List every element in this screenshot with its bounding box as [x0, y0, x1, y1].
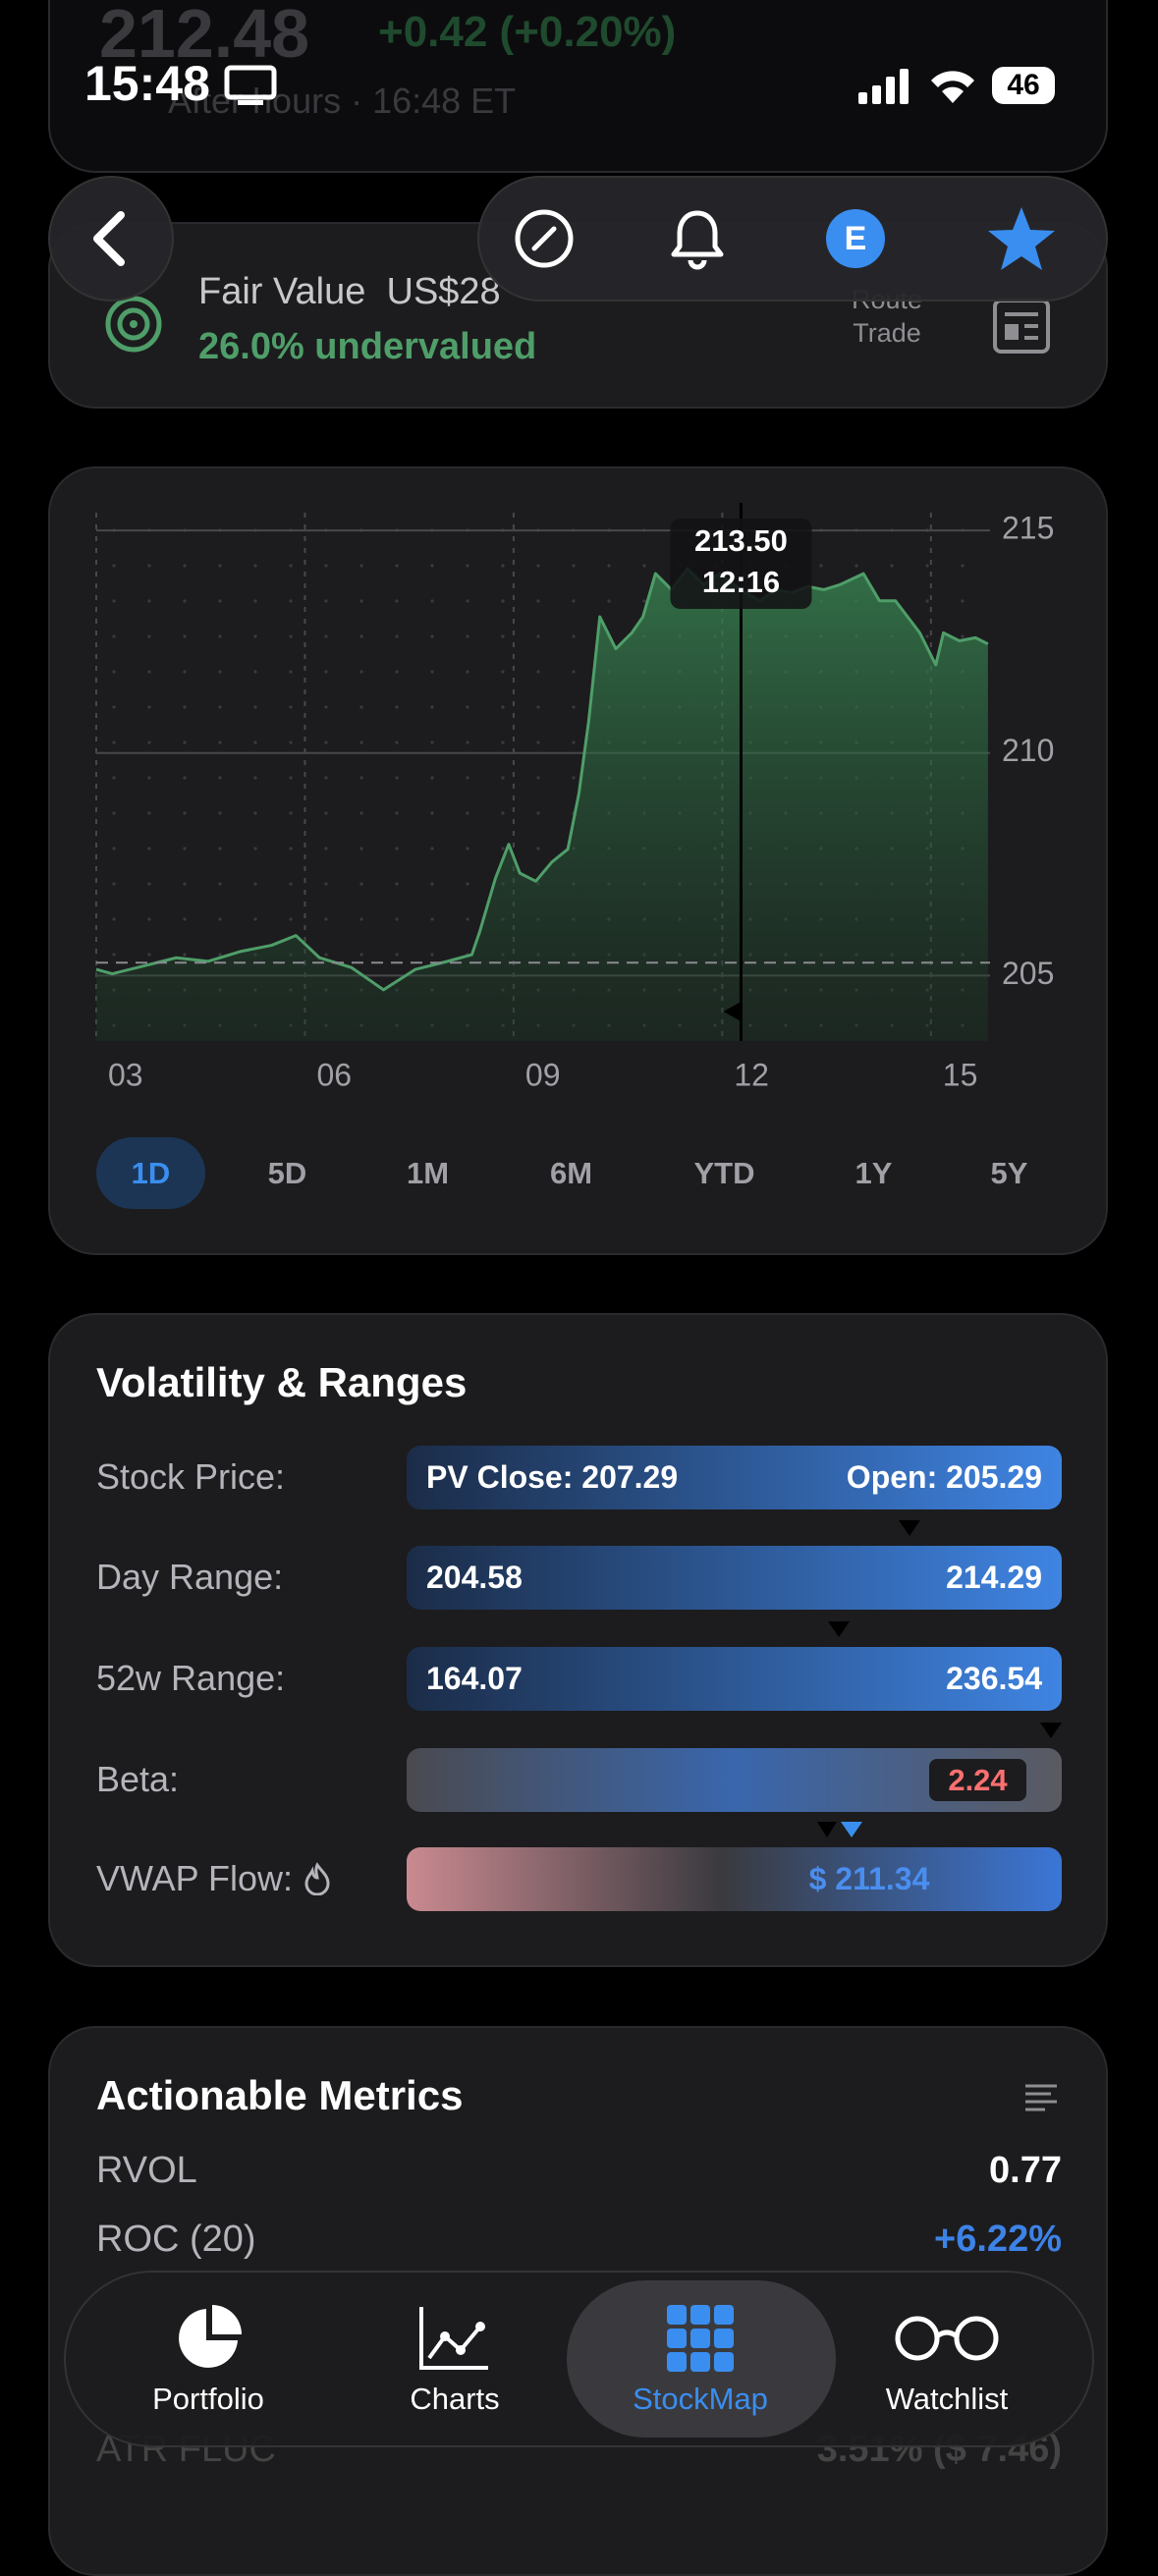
battery: 46: [992, 67, 1055, 104]
tab[interactable]: StockMap: [633, 2382, 768, 2416]
x-tick-label: 09: [525, 1057, 561, 1092]
signal-wifi: [858, 69, 974, 104]
metric-value: 0.77: [989, 2150, 1062, 2191]
label: VWAP Flow:: [96, 1858, 294, 1898]
change: +0.42 (+0.20%): [378, 8, 677, 56]
y-tick-label: 210: [1002, 733, 1054, 768]
label: Fair Value: [198, 271, 366, 312]
star-button[interactable]: [984, 203, 1059, 274]
x-tick-label: 03: [108, 1057, 143, 1092]
vwap-bar: $ 211.34: [407, 1847, 1062, 1911]
y-tick-label: 205: [1002, 956, 1054, 991]
back-button[interactable]: [48, 176, 174, 301]
y-tick-label: 215: [1002, 511, 1054, 546]
section-title: Actionable Metrics: [96, 2072, 464, 2118]
portfolio-icon: [179, 2305, 242, 2368]
tooltip-box: [670, 519, 812, 609]
bar-right: 214.29: [946, 1560, 1042, 1595]
range-button[interactable]: 1D: [96, 1137, 205, 1209]
marker: [1040, 1723, 1062, 1738]
metric-label: RVOL: [96, 2150, 197, 2191]
tab[interactable]: Charts: [410, 2382, 500, 2416]
range-button[interactable]: 6M: [549, 1156, 593, 1190]
x-tick-label: 12: [734, 1057, 769, 1092]
marker: [828, 1621, 850, 1637]
bar-right: 236.54: [946, 1661, 1042, 1696]
metric-value: +6.22%: [934, 2219, 1062, 2260]
screen-icon: [224, 65, 277, 105]
alert-button[interactable]: [666, 207, 729, 270]
fair-value-label: Fair Value US$28: [198, 271, 501, 313]
price: 212.48: [99, 0, 310, 72]
beta-bar: 2.24: [407, 1748, 1062, 1812]
charts-icon: [419, 2307, 488, 2370]
compass-button[interactable]: [513, 207, 576, 270]
menu-icon[interactable]: [1023, 2082, 1059, 2111]
bar-left: PV Close: 207.29: [426, 1459, 679, 1495]
tab[interactable]: Watchlist: [885, 2382, 1009, 2416]
row-label: Stock Price:: [96, 1456, 286, 1497]
flame-icon: [304, 1862, 330, 1896]
price-area: [96, 569, 988, 1041]
bar-left: 164.07: [426, 1661, 523, 1696]
toolbar: E: [477, 176, 1108, 301]
screen: {"status_bar":{"time":"15:48","battery":…: [48, 0, 1108, 2576]
avatar[interactable]: E: [826, 209, 885, 268]
back-icon: [93, 211, 125, 266]
range-button[interactable]: 1Y: [855, 1156, 893, 1190]
tab[interactable]: Portfolio: [152, 2382, 264, 2416]
vwap-value: $ 211.34: [808, 1861, 930, 1896]
range-button[interactable]: YTD: [693, 1156, 755, 1190]
range-bar: PV Close: 207.29 Open: 205.29: [407, 1446, 1062, 1509]
row-label: Beta:: [96, 1759, 180, 1799]
row-label: 52w Range:: [96, 1658, 286, 1698]
row-label: VWAP Flow:: [96, 1854, 332, 1903]
trade: Trade: [853, 318, 921, 348]
tooltip-value: 213.50: [694, 523, 788, 558]
x-tick-label: 06: [316, 1057, 352, 1092]
range-button[interactable]: 1M: [406, 1156, 450, 1190]
range-bar: 204.58 214.29: [407, 1546, 1062, 1610]
marker: [899, 1520, 920, 1536]
row-label: Day Range:: [96, 1557, 284, 1597]
range-bar: 164.07 236.54: [407, 1647, 1062, 1711]
beta-value: 2.24: [929, 1759, 1026, 1801]
fair-value-card[interactable]: Fair Value US$28 26.0% undervalued Route…: [48, 222, 1108, 409]
clock: 15:48: [84, 56, 210, 111]
section-title: Volatility & Ranges: [96, 1359, 468, 1405]
metric-label: ROC (20): [96, 2219, 256, 2260]
verdict: 26.0% undervalued: [198, 326, 537, 367]
bar-right: Open: 205.29: [846, 1459, 1042, 1495]
price-line: [95, 567, 989, 992]
value: US$28: [386, 271, 501, 312]
bar-left: 204.58: [426, 1560, 523, 1595]
crosshair-marker: [723, 1002, 742, 1021]
watchlist-icon: [895, 2316, 999, 2361]
stockmap-icon: [667, 2305, 734, 2372]
x-tick-label: 15: [943, 1057, 978, 1092]
tooltip-time: 12:16: [702, 565, 780, 599]
range-button[interactable]: 5Y: [990, 1156, 1028, 1190]
price-chart: 205 210 215 03 06 09 12 15 213.50 12:16: [95, 503, 1054, 1092]
marker: [817, 1822, 862, 1837]
range-button[interactable]: 5D: [267, 1156, 307, 1190]
